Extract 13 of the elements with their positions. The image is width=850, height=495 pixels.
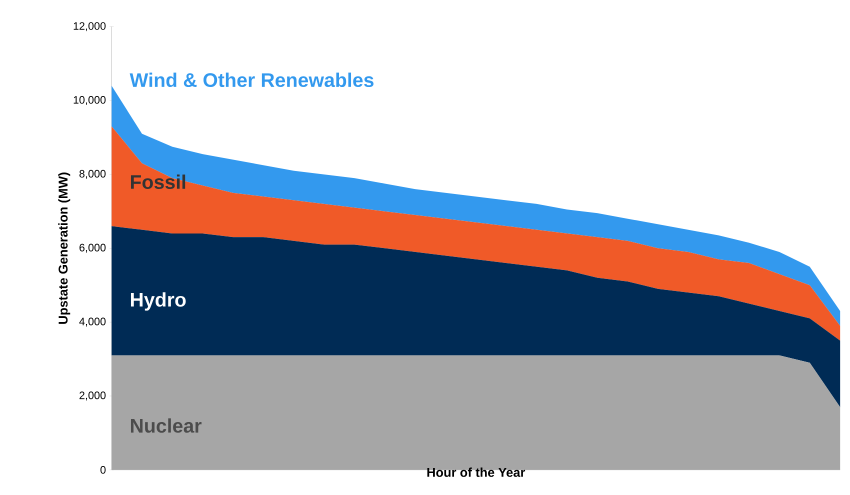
y-tick-label: 12,000 (74, 22, 106, 32)
y-tick-label: 8,000 (79, 170, 106, 180)
y-axis-title: Upstate Generation (MW) (58, 172, 70, 324)
series-label: Nuclear (130, 418, 202, 433)
y-tick-label: 4,000 (79, 318, 106, 327)
x-axis-title: Hour of the Year (427, 468, 526, 478)
series-label: Hydro (130, 292, 186, 311)
y-tick-label: 10,000 (74, 96, 106, 106)
series-label: Fossil (130, 174, 186, 190)
series-label: Wind & Other Renewables (130, 72, 374, 88)
y-tick-label: 0 (100, 466, 106, 474)
y-tick-label: 6,000 (80, 244, 106, 253)
y-tick-label: 2,000 (80, 392, 106, 401)
